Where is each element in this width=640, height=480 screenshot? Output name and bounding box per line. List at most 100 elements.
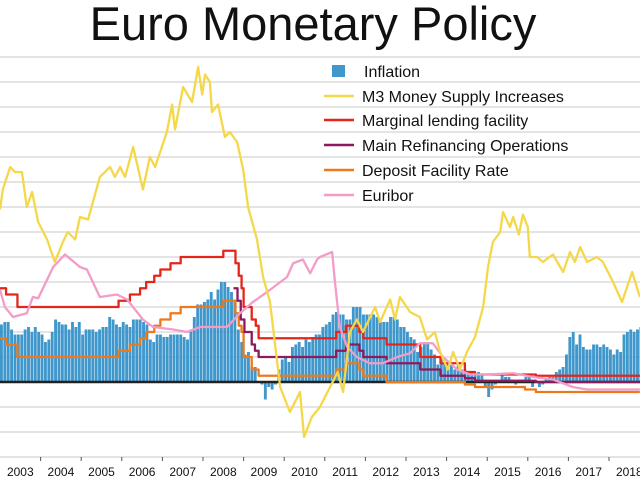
inflation-bar (131, 319, 135, 382)
inflation-bar (331, 314, 335, 382)
inflation-bar (504, 377, 507, 382)
inflation-bar (304, 339, 308, 382)
inflation-bar (561, 367, 565, 382)
inflation-bar (145, 324, 149, 382)
inflation-bar (581, 347, 585, 382)
inflation-bar (436, 364, 440, 382)
inflation-bar (226, 287, 230, 382)
inflation-bar (162, 337, 166, 382)
inflation-bar (233, 302, 237, 382)
inflation-bar (480, 374, 484, 382)
inflation-bar (531, 382, 535, 387)
inflation-bar (341, 314, 345, 382)
inflation-bar (253, 367, 257, 382)
inflation-bar (406, 332, 409, 382)
x-axis: 2003 2004 2005 2006 2007 2008 2009 2010 2011 2012… (7, 457, 640, 479)
inflation-bar (554, 372, 558, 382)
legend-label: Deposit Facility Rate (362, 163, 509, 180)
inflation-bar (20, 334, 24, 382)
inflation-bar (334, 312, 338, 382)
inflation-bar (77, 322, 81, 382)
inflation-bar (399, 327, 403, 382)
inflation-bar (612, 354, 616, 382)
inflation-bar (270, 382, 274, 390)
inflation-bar (284, 357, 288, 382)
legend: Inflation M3 Money Supply Increases Margin… (324, 64, 568, 205)
inflation-bar (101, 327, 105, 382)
inflation-bar (598, 347, 602, 382)
inflation-bar (318, 334, 321, 382)
inflation-bar (148, 339, 152, 382)
inflation-bar (280, 359, 284, 382)
inflation-bar (565, 354, 568, 382)
inflation-bar (199, 304, 203, 382)
inflation-bars (0, 282, 640, 400)
x-tick-label: 2004 (48, 465, 75, 479)
x-tick-label: 2008 (210, 465, 237, 479)
series-line-main-refinancing-operations (233, 287, 640, 384)
inflation-bar (182, 337, 186, 382)
inflation-bar (578, 334, 582, 382)
inflation-bar (152, 342, 156, 382)
inflation-bar (104, 327, 108, 382)
inflation-bar (138, 319, 142, 382)
inflation-bar (27, 327, 30, 382)
inflation-bar (74, 327, 78, 382)
inflation-bar (477, 372, 480, 382)
inflation-bar (121, 322, 125, 382)
inflation-bar (362, 314, 365, 382)
inflation-bar (91, 329, 95, 382)
inflation-bar (0, 324, 3, 382)
inflation-bar (412, 339, 416, 382)
inflation-bar (263, 382, 267, 400)
inflation-bar (537, 382, 541, 387)
inflation-bar (625, 332, 629, 382)
inflation-bar (429, 349, 433, 382)
inflation-bar (250, 367, 254, 382)
inflation-bar (209, 292, 213, 382)
inflation-bar (196, 304, 200, 382)
inflation-bar (71, 322, 74, 382)
x-tick-label: 2011 (332, 465, 358, 479)
inflation-bar (328, 322, 332, 382)
inflation-bar (3, 322, 7, 382)
inflation-bar (372, 314, 376, 382)
inflation-bar (632, 332, 636, 382)
inflation-bar (175, 334, 179, 382)
inflation-bar (16, 334, 20, 382)
inflation-bar (392, 317, 396, 382)
inflation-bar (595, 344, 599, 382)
inflation-bar (409, 337, 413, 382)
inflation-bar (466, 372, 470, 382)
inflation-bar (13, 334, 17, 382)
inflation-bar (125, 324, 129, 382)
x-tick-label: 2012 (372, 465, 399, 479)
inflation-bar (301, 347, 304, 382)
x-tick-label: 2005 (88, 465, 115, 479)
inflation-bar (118, 327, 122, 382)
inflation-bar (297, 342, 301, 382)
inflation-bar (324, 324, 328, 382)
inflation-bar (243, 354, 247, 382)
inflation-bar (500, 374, 504, 382)
inflation-bar (57, 322, 61, 382)
inflation-bar (487, 382, 491, 397)
inflation-bar (23, 329, 27, 382)
inflation-bar (115, 324, 118, 382)
inflation-bar (40, 334, 44, 382)
inflation-bar (490, 382, 494, 390)
inflation-bar (382, 322, 386, 382)
inflation-bar (155, 334, 159, 382)
legend-label: M3 Money Supply Increases (362, 89, 564, 106)
inflation-bar (483, 382, 487, 387)
inflation-bar (527, 374, 531, 382)
inflation-bar (385, 322, 389, 382)
inflation-bar (629, 329, 633, 382)
inflation-bar (470, 372, 474, 382)
inflation-bar (307, 342, 311, 382)
inflation-bar (378, 322, 382, 382)
inflation-bar (524, 377, 528, 382)
inflation-bar (433, 354, 436, 382)
inflation-bar (179, 334, 183, 382)
inflation-bar (605, 347, 609, 382)
